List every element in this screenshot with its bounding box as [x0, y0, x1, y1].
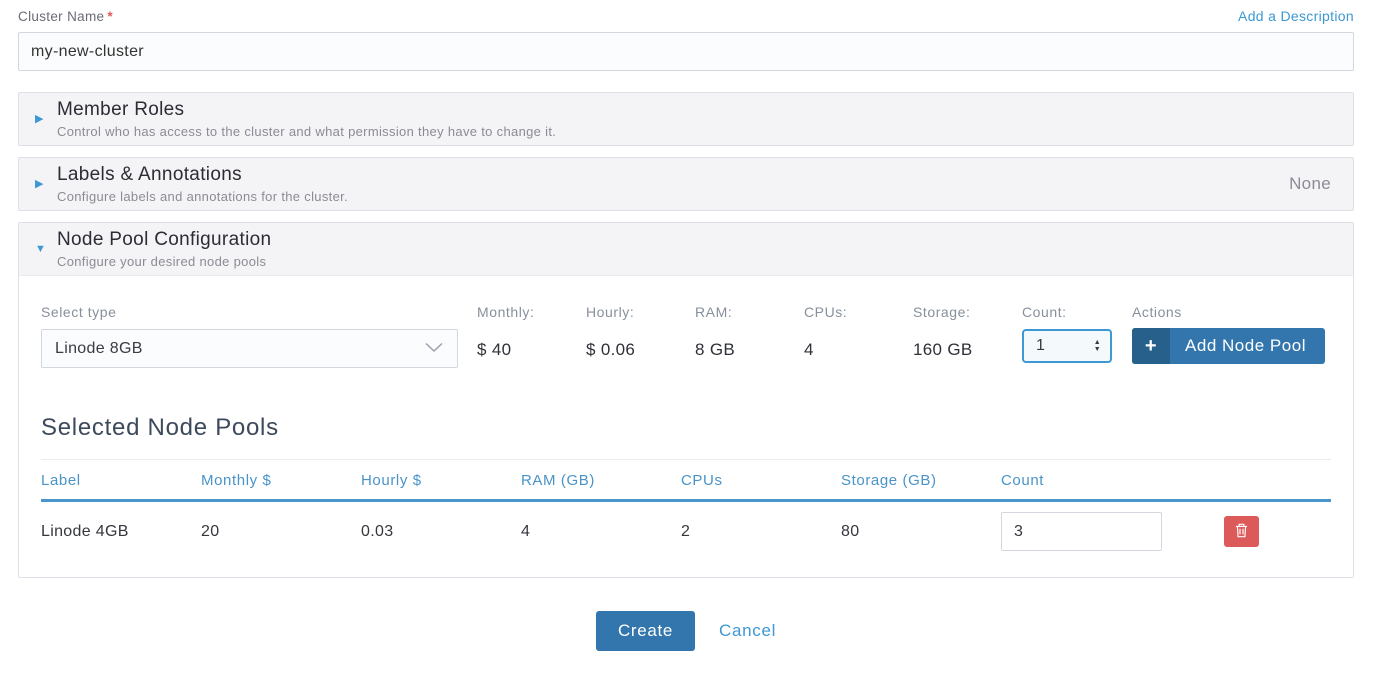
create-button[interactable]: Create	[595, 611, 696, 651]
monthly-label: Monthly:	[477, 304, 535, 320]
required-asterisk: *	[107, 8, 113, 24]
pool-cpus-cell: 2	[681, 522, 691, 540]
pool-storage-cell: 80	[841, 522, 860, 540]
stepper-arrows[interactable]: ▲ ▼	[1094, 339, 1101, 353]
node-pool-subtitle: Configure your desired node pools	[57, 254, 267, 269]
actions-label: Actions	[1132, 304, 1182, 320]
count-stepper-value: 1	[1036, 337, 1046, 354]
storage-column: Storage: 160 GB	[913, 304, 1022, 360]
pool-hourly-cell: 0.03	[361, 522, 394, 540]
labels-annotations-section-header[interactable]: ▶ Labels & Annotations Configure labels …	[18, 157, 1354, 211]
node-pool-text: Node Pool Configuration Configure your d…	[57, 228, 271, 270]
select-type-label: Select type	[41, 304, 117, 320]
actions-column: Actions + Add Node Pool	[1132, 304, 1325, 364]
add-node-pool-button[interactable]: + Add Node Pool	[1132, 328, 1325, 364]
add-node-pool-label: Add Node Pool	[1185, 336, 1306, 355]
pool-monthly-cell: 20	[201, 522, 220, 540]
add-description-link[interactable]: Add a Description	[1238, 8, 1354, 24]
stepper-up-icon[interactable]: ▲	[1093, 339, 1101, 346]
cluster-name-label: Cluster Name *	[18, 9, 113, 24]
cpus-value: 4	[804, 340, 814, 359]
select-type-column: Select type Linode 8GB	[41, 304, 458, 368]
count-label: Count:	[1022, 304, 1067, 320]
table-header-label: Label	[41, 472, 81, 489]
node-pool-section: ▼ Node Pool Configuration Configure your…	[18, 222, 1354, 578]
trash-icon	[1235, 523, 1248, 541]
member-roles-text: Member Roles Control who has access to t…	[57, 98, 556, 140]
pool-count-cell	[1001, 512, 1331, 551]
cluster-name-input[interactable]	[18, 32, 1354, 71]
plus-icon: +	[1132, 328, 1170, 364]
member-roles-title: Member Roles	[57, 99, 185, 120]
node-pool-section-header[interactable]: ▼ Node Pool Configuration Configure your…	[19, 223, 1353, 276]
table-header-hourly: Hourly $	[361, 472, 422, 489]
member-roles-subtitle: Control who has access to the cluster an…	[57, 124, 557, 139]
pool-ram-cell: 4	[521, 522, 531, 540]
monthly-column: Monthly: $ 40	[477, 304, 586, 360]
ram-value: 8 GB	[695, 340, 736, 359]
cluster-name-row: Cluster Name * Add a Description	[18, 8, 1354, 24]
labels-annotations-title: Labels & Annotations	[57, 164, 242, 185]
table-header-ram: RAM (GB)	[521, 472, 595, 489]
count-column: Count: 1 ▲ ▼	[1022, 304, 1132, 363]
selected-node-pools-table: Label Monthly $ Hourly $ RAM (GB) CPUs S…	[41, 459, 1331, 551]
hourly-column: Hourly: $ 0.06	[586, 304, 695, 360]
chevron-down-icon	[424, 340, 444, 358]
node-pool-title: Node Pool Configuration	[57, 229, 272, 250]
pool-count-input[interactable]	[1001, 512, 1162, 551]
expanded-triangle-icon: ▼	[35, 242, 47, 255]
table-header-storage: Storage (GB)	[841, 472, 937, 489]
cluster-name-label-text: Cluster Name	[18, 8, 105, 24]
table-header-monthly: Monthly $	[201, 472, 272, 489]
labels-annotations-subtitle: Configure labels and annotations for the…	[57, 189, 349, 204]
cpus-label: CPUs:	[804, 304, 848, 320]
collapsed-triangle-icon: ▶	[35, 112, 44, 125]
member-roles-section-header[interactable]: ▶ Member Roles Control who has access to…	[18, 92, 1354, 146]
create-cluster-page: Cluster Name* Add a Description ▶ Member…	[18, 8, 1354, 651]
cancel-button[interactable]: Cancel	[719, 621, 777, 640]
node-type-selected-value: Linode 8GB	[55, 339, 143, 357]
pool-label-cell: Linode 4GB	[41, 522, 129, 540]
hourly-label: Hourly:	[586, 304, 635, 320]
storage-label: Storage:	[913, 304, 971, 320]
table-header-row: Label Monthly $ Hourly $ RAM (GB) CPUs S…	[41, 459, 1331, 502]
delete-pool-button[interactable]	[1224, 516, 1259, 547]
form-footer: Create Cancel	[18, 611, 1354, 651]
labels-annotations-text: Labels & Annotations Configure labels an…	[57, 163, 348, 205]
monthly-value: $ 40	[477, 340, 512, 359]
labels-annotations-value: None	[1289, 174, 1331, 193]
cpus-column: CPUs: 4	[804, 304, 913, 360]
table-header-cpus: CPUs	[681, 472, 723, 489]
stepper-down-icon[interactable]: ▼	[1093, 346, 1101, 353]
table-header-count: Count	[1001, 472, 1045, 489]
count-stepper[interactable]: 1 ▲ ▼	[1022, 329, 1112, 363]
ram-label: RAM:	[695, 304, 733, 320]
collapsed-triangle-icon: ▶	[35, 177, 44, 190]
selected-node-pools-heading: Selected Node Pools	[41, 414, 279, 441]
node-pool-form-row: Select type Linode 8GB Monthly: $ 40 Hou…	[41, 304, 1331, 368]
node-type-select[interactable]: Linode 8GB	[41, 329, 458, 368]
ram-column: RAM: 8 GB	[695, 304, 804, 360]
table-row: Linode 4GB 20 0.03 4 2 80	[41, 502, 1331, 551]
storage-value: 160 GB	[913, 340, 973, 359]
hourly-value: $ 0.06	[586, 340, 636, 359]
node-pool-body: Select type Linode 8GB Monthly: $ 40 Hou…	[19, 276, 1353, 577]
